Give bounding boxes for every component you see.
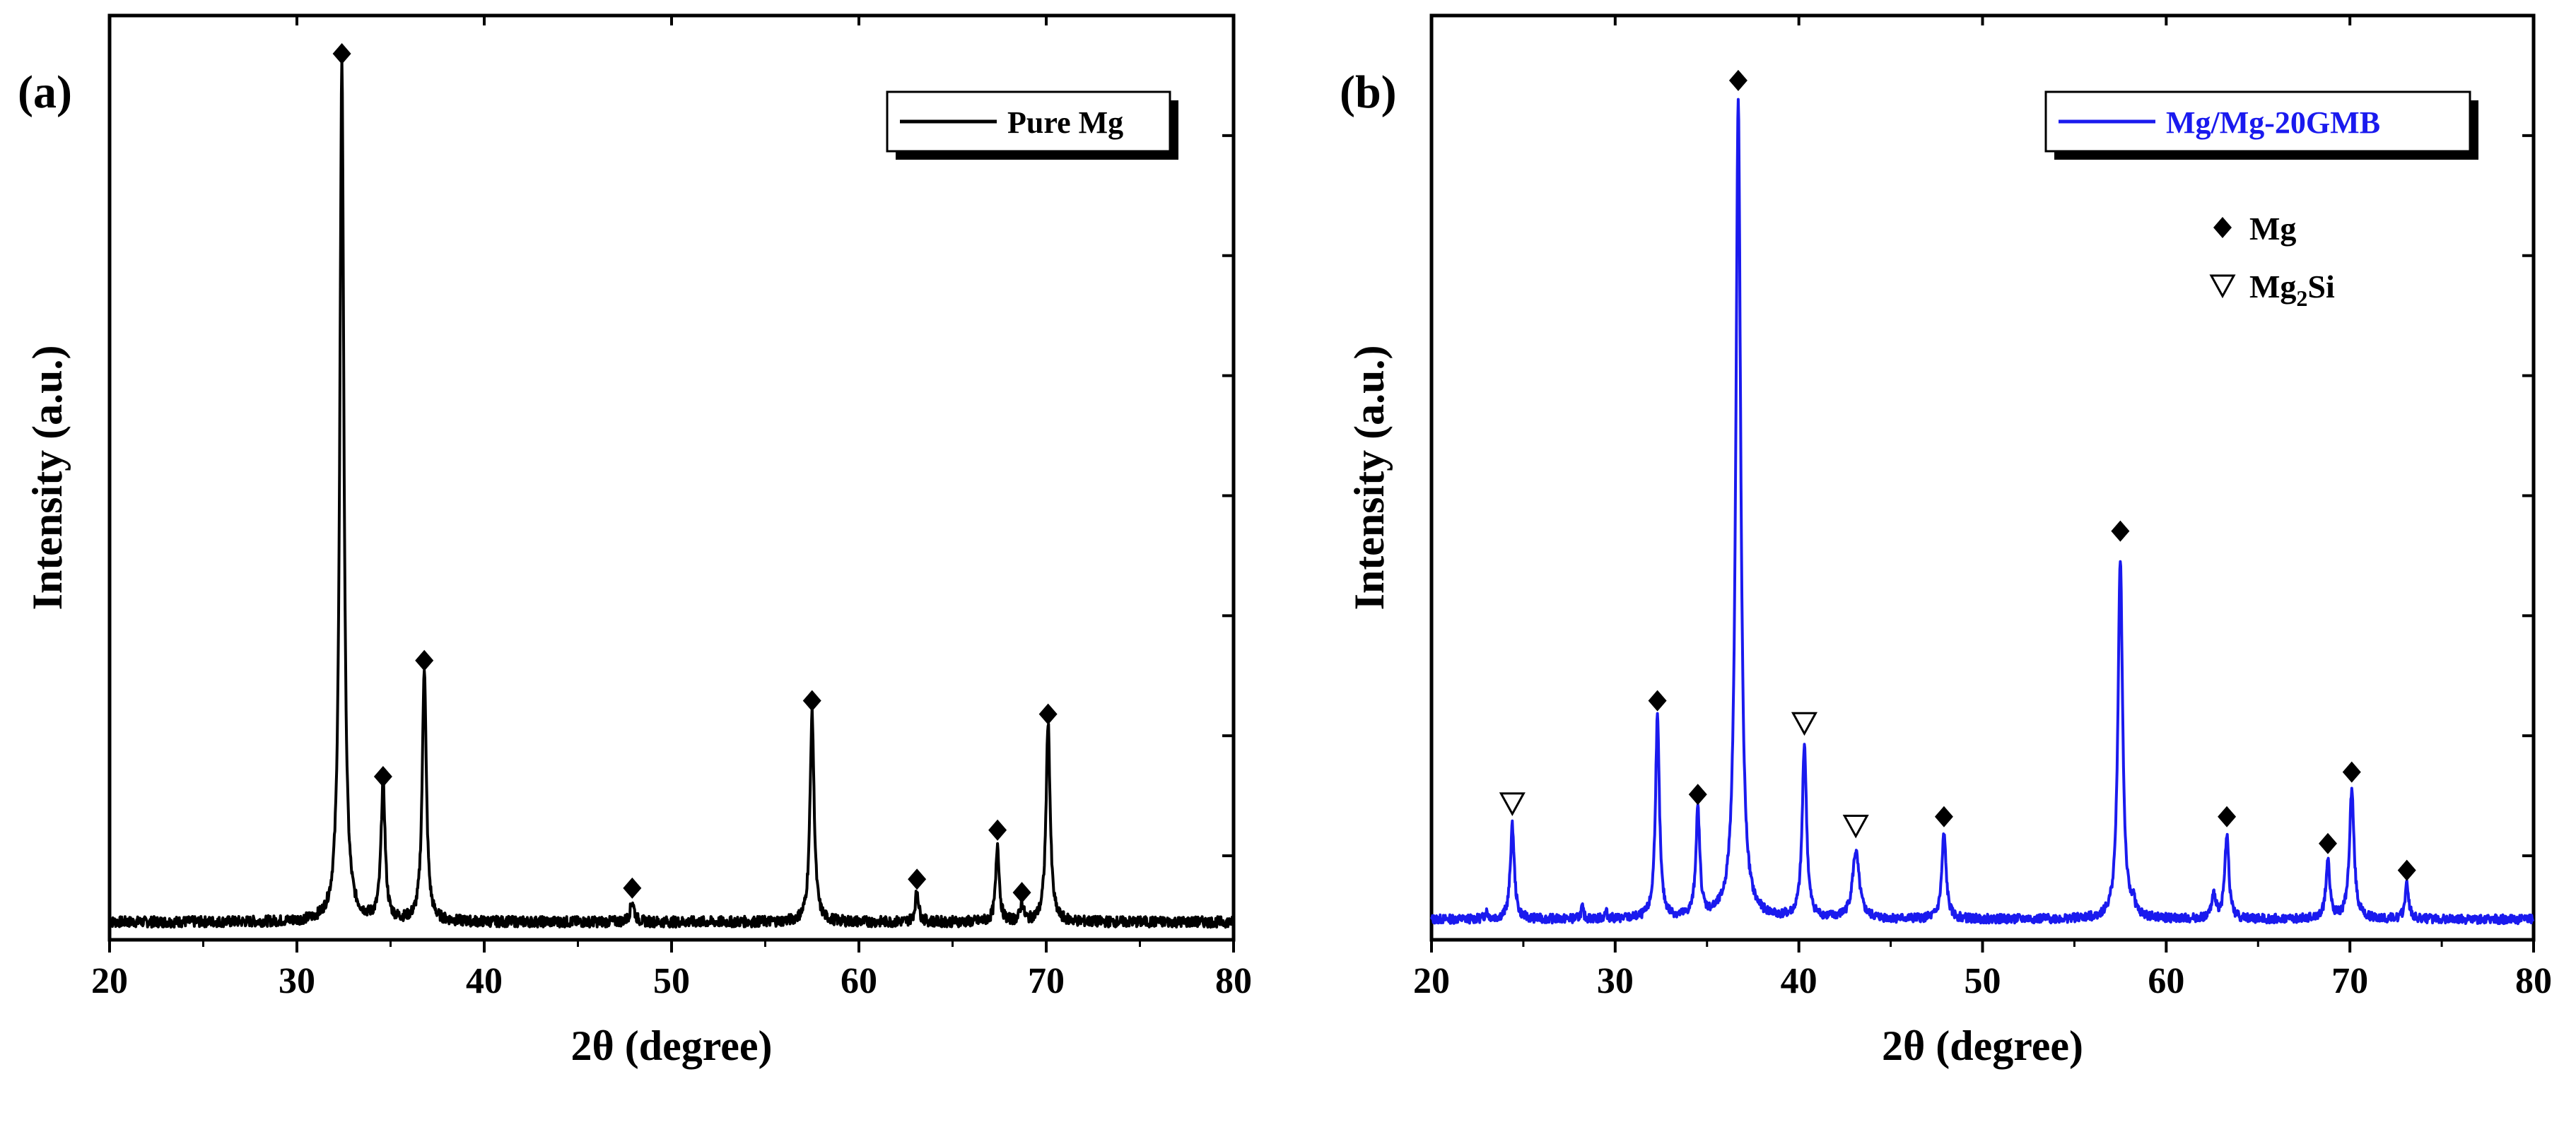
- chart-panel-a: (a) 20 30 40 50 60 70 80 2θ (degree) Intensity (a…: [18, 13, 1252, 1069]
- chart-panel-b: (b) 20 30 40 50 60 70 80 2θ (degree) Intensity (a…: [1340, 13, 2552, 1069]
- y-axis-label: Intensity (a.u.): [24, 345, 71, 610]
- x-tick-label: 20: [91, 961, 128, 1001]
- x-tick-label: 30: [1597, 961, 1634, 1001]
- panel-label: (a): [18, 66, 72, 118]
- mg-peak-marker: [2218, 806, 2237, 827]
- x-tick-label: 50: [653, 961, 690, 1001]
- phase-key-label: Mg2Si: [2249, 269, 2335, 311]
- x-tick-label: 60: [841, 961, 877, 1001]
- x-axis-label: 2θ (degree): [1882, 1022, 2083, 1069]
- x-tick-label: 40: [466, 961, 503, 1001]
- mg2si-peak-marker: [1791, 712, 1818, 736]
- xrd-series-line: [108, 57, 1235, 929]
- mg-peak-marker: [332, 42, 351, 64]
- mg-peak-marker: [415, 649, 434, 671]
- mg-peak-marker: [2397, 859, 2416, 881]
- mg-peak-marker: [802, 690, 821, 712]
- mg-peak-marker: [373, 765, 392, 787]
- x-tick-label: 40: [1781, 961, 1817, 1001]
- mg-peak-marker: [1688, 784, 1707, 806]
- x-tick-label: 70: [2331, 961, 2368, 1001]
- x-tick-label: 20: [1413, 961, 1450, 1001]
- mg-peak-marker: [1648, 690, 1667, 712]
- mg-peak-marker: [1038, 703, 1058, 725]
- phase-key-name: Mg: [2249, 269, 2296, 305]
- mg-peak-marker: [1934, 806, 1953, 827]
- x-tick-label: 80: [2515, 961, 2552, 1001]
- x-tick-label: 80: [1215, 961, 1252, 1001]
- xrd-series-line: [1430, 98, 2535, 926]
- phase-key-label: Mg: [2249, 211, 2296, 247]
- legend-label: Pure Mg: [1007, 105, 1123, 140]
- mg-peak-marker: [2318, 832, 2337, 854]
- mg-peak-marker: [2342, 761, 2361, 783]
- key-triangle-icon: [2209, 274, 2236, 299]
- mg-peak-marker: [1728, 69, 1747, 91]
- panel-label: (b): [1340, 66, 1397, 118]
- mg2si-peak-marker: [1499, 792, 1526, 816]
- key-diamond-icon: [2213, 217, 2232, 238]
- mg-peak-marker: [1012, 882, 1031, 904]
- mg2si-peak-marker: [1842, 814, 1869, 839]
- x-tick-label: 50: [1965, 961, 2001, 1001]
- x-tick-label: 30: [279, 961, 315, 1001]
- phase-key-name: Mg: [2249, 211, 2296, 247]
- phase-key-suffix: Si: [2307, 269, 2335, 305]
- x-axis-label: 2θ (degree): [570, 1022, 772, 1069]
- legend-label: Mg/Mg-20GMB: [2166, 105, 2380, 140]
- x-tick-label: 70: [1028, 961, 1065, 1001]
- mg-peak-marker: [623, 877, 642, 899]
- mg-peak-marker: [2111, 520, 2130, 542]
- mg-peak-marker: [908, 868, 927, 890]
- y-axis-label: Intensity (a.u.): [1346, 345, 1393, 610]
- x-tick-label: 60: [2148, 961, 2184, 1001]
- phase-key-subscript: 2: [2296, 285, 2307, 311]
- mg-peak-marker: [988, 819, 1007, 841]
